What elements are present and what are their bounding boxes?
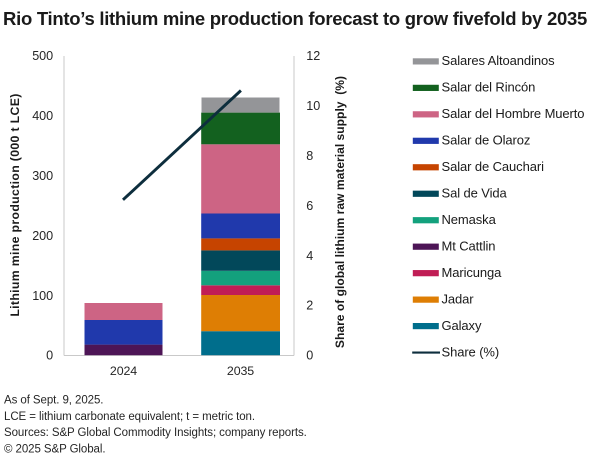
svg-text:100: 100 xyxy=(32,289,53,303)
svg-text:© 2025 S&P Global.: © 2025 S&P Global. xyxy=(4,444,105,456)
svg-text:Lithium mine production (000 t: Lithium mine production (000 t LCE) xyxy=(8,93,22,316)
svg-text:Share of global lithium raw ma: Share of global lithium raw material sup… xyxy=(333,76,347,348)
svg-text:Salar del Hombre Muerto: Salar del Hombre Muerto xyxy=(442,106,585,121)
svg-text:2035: 2035 xyxy=(227,364,254,378)
svg-text:400: 400 xyxy=(32,109,53,123)
svg-text:10: 10 xyxy=(306,99,320,113)
svg-text:Nemaska: Nemaska xyxy=(442,212,497,227)
svg-text:Jadar: Jadar xyxy=(442,291,475,306)
svg-text:Salar de Olaroz: Salar de Olaroz xyxy=(442,133,531,148)
svg-text:Salares Altoandinos: Salares Altoandinos xyxy=(442,53,556,68)
svg-text:300: 300 xyxy=(32,169,53,183)
svg-text:Sources: S&P Global Commodity: Sources: S&P Global Commodity Insights; … xyxy=(4,427,307,439)
svg-text:Maricunga: Maricunga xyxy=(442,265,503,280)
svg-text:Salar de Cauchari: Salar de Cauchari xyxy=(442,159,545,174)
svg-text:8: 8 xyxy=(306,149,313,163)
svg-text:4: 4 xyxy=(306,249,313,263)
svg-text:Mt Cattlin: Mt Cattlin xyxy=(442,238,496,253)
svg-text:Share (%): Share (%) xyxy=(442,344,500,359)
svg-text:200: 200 xyxy=(32,229,53,243)
svg-text:2024: 2024 xyxy=(110,364,137,378)
svg-text:Galaxy: Galaxy xyxy=(442,318,482,333)
svg-text:6: 6 xyxy=(306,199,313,213)
svg-text:500: 500 xyxy=(32,49,53,63)
svg-text:Rio Tinto’s lithium mine produ: Rio Tinto’s lithium mine production fore… xyxy=(3,8,587,29)
svg-text:0: 0 xyxy=(306,349,313,363)
svg-text:Sal de Vida: Sal de Vida xyxy=(442,185,508,200)
svg-text:12: 12 xyxy=(306,49,320,63)
svg-text:As of Sept. 9, 2025.: As of Sept. 9, 2025. xyxy=(4,395,103,407)
svg-text:0: 0 xyxy=(46,349,53,363)
svg-text:Salar del Rincón: Salar del Rincón xyxy=(442,80,536,95)
svg-text:2: 2 xyxy=(306,299,313,313)
svg-text:LCE = lithium carbonate equiva: LCE = lithium carbonate equivalent; t = … xyxy=(4,411,255,423)
